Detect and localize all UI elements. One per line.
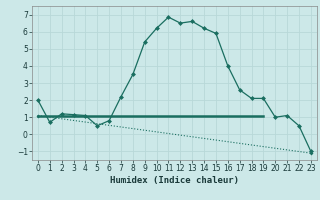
X-axis label: Humidex (Indice chaleur): Humidex (Indice chaleur): [110, 176, 239, 185]
